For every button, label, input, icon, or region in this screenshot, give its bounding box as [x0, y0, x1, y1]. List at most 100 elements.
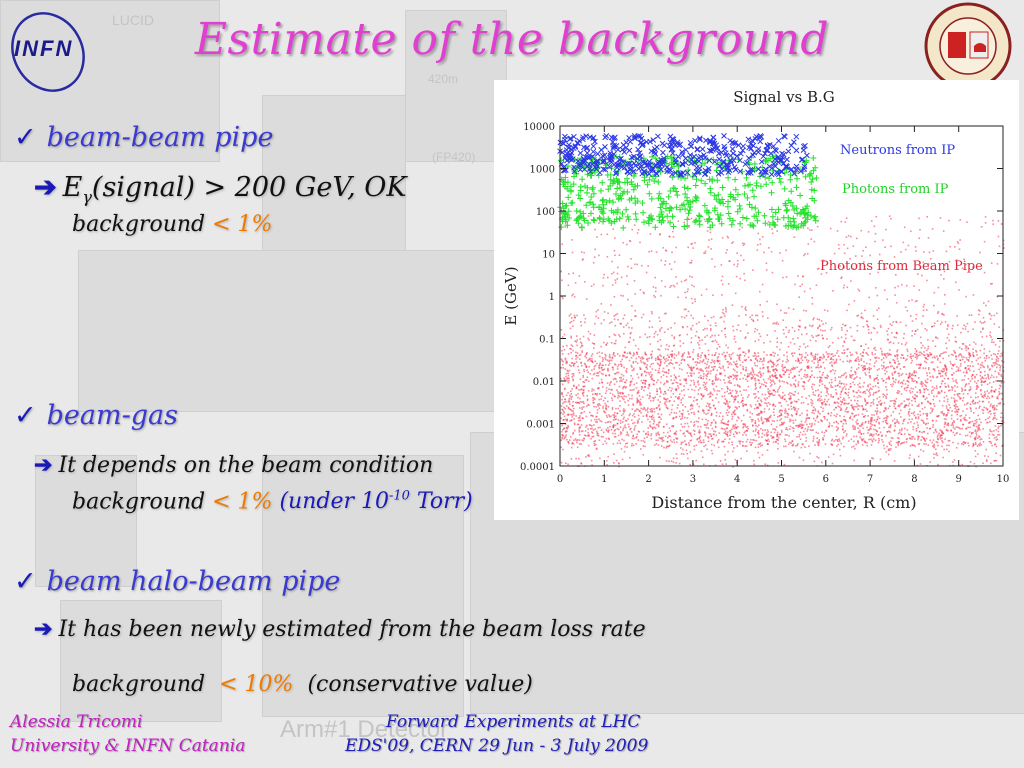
- data-point-photons-beam-pipe: [717, 343, 720, 346]
- data-point-photons-beam-pipe: [983, 366, 985, 368]
- data-point-photons-beam-pipe: [822, 437, 824, 439]
- data-point-photons-beam-pipe: [657, 439, 659, 441]
- data-point-photons-beam-pipe: [698, 337, 700, 339]
- data-point-photons-beam-pipe: [627, 404, 630, 406]
- data-point-photons-beam-pipe: [784, 416, 786, 418]
- data-point-photons-beam-pipe: [719, 316, 722, 319]
- section-heading-beam-beam-pipe: ✓ beam-beam pipe: [14, 122, 273, 153]
- data-point-photons-beam-pipe: [649, 421, 651, 423]
- data-point-photons-beam-pipe: [627, 399, 629, 402]
- data-point-photons-beam-pipe: [921, 402, 923, 404]
- data-point-photons-beam-pipe: [891, 324, 893, 327]
- data-point-photons-beam-pipe: [769, 390, 771, 392]
- data-point-photons-beam-pipe: [725, 310, 727, 313]
- data-point-photons-beam-pipe: [849, 386, 852, 388]
- data-point-photons-beam-pipe: [715, 426, 717, 429]
- data-point-photons-beam-pipe: [700, 393, 702, 395]
- data-point-photons-beam-pipe: [870, 438, 872, 441]
- data-point-photons-beam-pipe: [568, 273, 570, 275]
- data-point-photons-beam-pipe: [713, 444, 715, 447]
- data-point-photons-beam-pipe: [710, 443, 713, 446]
- data-point-photons-beam-pipe: [628, 426, 630, 428]
- data-point-photons-beam-pipe: [690, 421, 692, 423]
- data-point-photons-beam-pipe: [895, 302, 898, 304]
- data-point-photons-beam-pipe: [798, 348, 800, 351]
- data-point-photons-beam-pipe: [935, 336, 937, 339]
- data-point-photons-beam-pipe: [932, 250, 935, 252]
- data-point-photons-beam-pipe: [571, 373, 574, 375]
- data-point-photons-beam-pipe: [586, 399, 589, 402]
- data-point-photons-beam-pipe: [683, 426, 686, 428]
- data-point-photons-beam-pipe: [758, 436, 760, 438]
- data-point-photons-beam-pipe: [577, 384, 580, 387]
- data-point-photons-beam-pipe: [695, 444, 698, 447]
- data-point-photons-beam-pipe: [941, 440, 943, 442]
- data-point-photons-beam-pipe: [733, 435, 736, 438]
- data-point-photons-beam-pipe: [745, 309, 747, 311]
- data-point-photons-beam-pipe: [988, 392, 990, 394]
- data-point-photons-beam-pipe: [773, 220, 775, 223]
- data-point-photons-beam-pipe: [967, 426, 969, 429]
- data-point-photons-beam-pipe: [776, 438, 779, 441]
- data-point-photons-beam-pipe: [874, 439, 877, 442]
- data-point-photons-beam-pipe: [975, 343, 977, 345]
- data-point-photons-beam-pipe: [631, 369, 634, 372]
- data-point-photons-beam-pipe: [993, 391, 996, 393]
- data-point-photons-beam-pipe: [684, 440, 686, 442]
- data-point-photons-beam-pipe: [837, 355, 840, 357]
- data-point-photons-beam-pipe: [630, 267, 633, 269]
- data-point-photons-beam-pipe: [591, 361, 594, 363]
- data-point-photons-beam-pipe: [734, 458, 737, 461]
- data-point-photons-beam-pipe: [811, 374, 813, 376]
- data-point-photons-beam-pipe: [900, 382, 902, 384]
- data-point-photons-beam-pipe: [875, 377, 878, 380]
- data-point-photons-beam-pipe: [907, 404, 910, 407]
- data-point-photons-beam-pipe: [910, 357, 912, 360]
- data-point-photons-beam-pipe: [985, 377, 988, 380]
- data-point-photons-beam-pipe: [973, 425, 975, 427]
- data-point-photons-beam-pipe: [863, 398, 866, 400]
- data-point-photons-beam-pipe: [612, 424, 615, 426]
- data-point-photons-beam-pipe: [911, 373, 913, 375]
- data-point-photons-beam-pipe: [938, 400, 941, 402]
- data-point-photons-beam-pipe: [983, 381, 986, 383]
- data-point-photons-beam-pipe: [565, 372, 568, 375]
- data-point-photons-beam-pipe: [855, 391, 858, 394]
- data-point-photons-beam-pipe: [659, 388, 661, 390]
- data-point-photons-beam-pipe: [602, 405, 604, 408]
- data-point-photons-beam-pipe: [721, 440, 723, 443]
- data-point-photons-beam-pipe: [611, 406, 614, 409]
- data-point-photons-beam-pipe: [958, 346, 961, 349]
- data-point-photons-beam-pipe: [598, 386, 600, 389]
- data-point-photons-beam-pipe: [907, 399, 910, 401]
- data-point-photons-beam-pipe: [658, 367, 661, 370]
- data-point-photons-beam-pipe: [585, 415, 588, 418]
- data-point-photons-beam-pipe: [731, 428, 733, 430]
- data-point-photons-beam-pipe: [881, 377, 883, 380]
- data-point-photons-beam-pipe: [649, 365, 651, 368]
- data-point-photons-beam-pipe: [844, 333, 847, 336]
- data-point-photons-beam-pipe: [736, 384, 739, 386]
- data-point-photons-beam-pipe: [772, 411, 775, 413]
- data-point-photons-beam-pipe: [810, 352, 813, 355]
- data-point-photons-beam-pipe: [755, 407, 758, 409]
- data-point-photons-beam-pipe: [759, 442, 762, 444]
- data-point-photons-beam-pipe: [978, 424, 981, 426]
- data-point-photons-beam-pipe: [848, 303, 850, 306]
- data-point-photons-beam-pipe: [756, 360, 759, 363]
- data-point-photons-beam-pipe: [600, 233, 603, 236]
- data-point-photons-beam-pipe: [742, 377, 744, 380]
- data-point-photons-beam-pipe: [918, 217, 920, 220]
- data-point-photons-beam-pipe: [571, 416, 574, 418]
- data-point-photons-beam-pipe: [655, 432, 658, 435]
- data-point-photons-beam-pipe: [766, 354, 768, 356]
- background-label: background: [72, 489, 206, 515]
- data-point-photons-beam-pipe: [703, 424, 706, 426]
- data-point-photons-beam-pipe: [647, 372, 650, 374]
- data-point-photons-beam-pipe: [965, 370, 968, 372]
- data-point-photons-beam-pipe: [691, 324, 694, 327]
- data-point-photons-beam-pipe: [613, 435, 616, 438]
- data-point-photons-beam-pipe: [617, 397, 619, 399]
- data-point-photons-beam-pipe: [836, 413, 838, 416]
- data-point-photons-beam-pipe: [847, 410, 850, 413]
